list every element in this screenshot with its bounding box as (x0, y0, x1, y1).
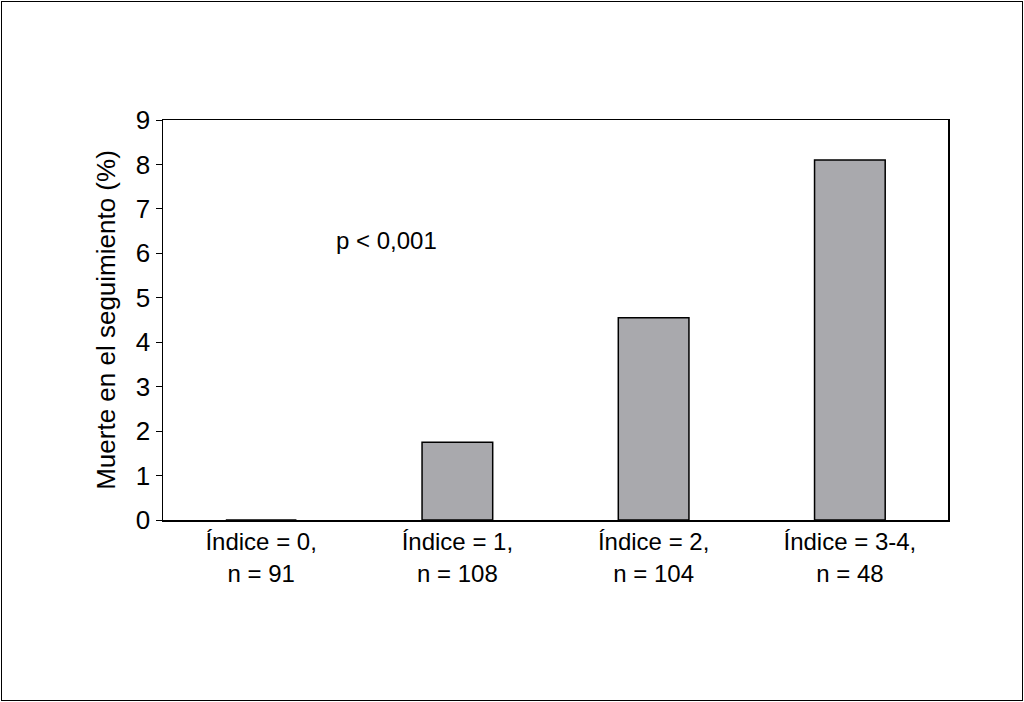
svg-text:2: 2 (136, 416, 150, 446)
svg-text:8: 8 (136, 150, 150, 180)
svg-text:Índice = 2,n = 104: Índice = 2,n = 104 (598, 528, 709, 586)
svg-text:0: 0 (136, 505, 150, 535)
svg-text:3: 3 (136, 372, 150, 402)
svg-text:p < 0,001: p < 0,001 (336, 227, 437, 254)
svg-text:Índice = 0,n = 91: Índice = 0,n = 91 (205, 528, 316, 586)
svg-text:Muerte en el seguimiento (%): Muerte en el seguimiento (%) (91, 150, 121, 490)
svg-text:6: 6 (136, 238, 150, 268)
svg-text:Índice = 1,n = 108: Índice = 1,n = 108 (402, 528, 513, 586)
svg-text:7: 7 (136, 194, 150, 224)
svg-text:4: 4 (136, 327, 150, 357)
svg-text:Índice = 3-4,n = 48: Índice = 3-4,n = 48 (784, 528, 917, 586)
svg-text:5: 5 (136, 283, 150, 313)
svg-text:9: 9 (136, 105, 150, 135)
svg-text:1: 1 (136, 461, 150, 491)
